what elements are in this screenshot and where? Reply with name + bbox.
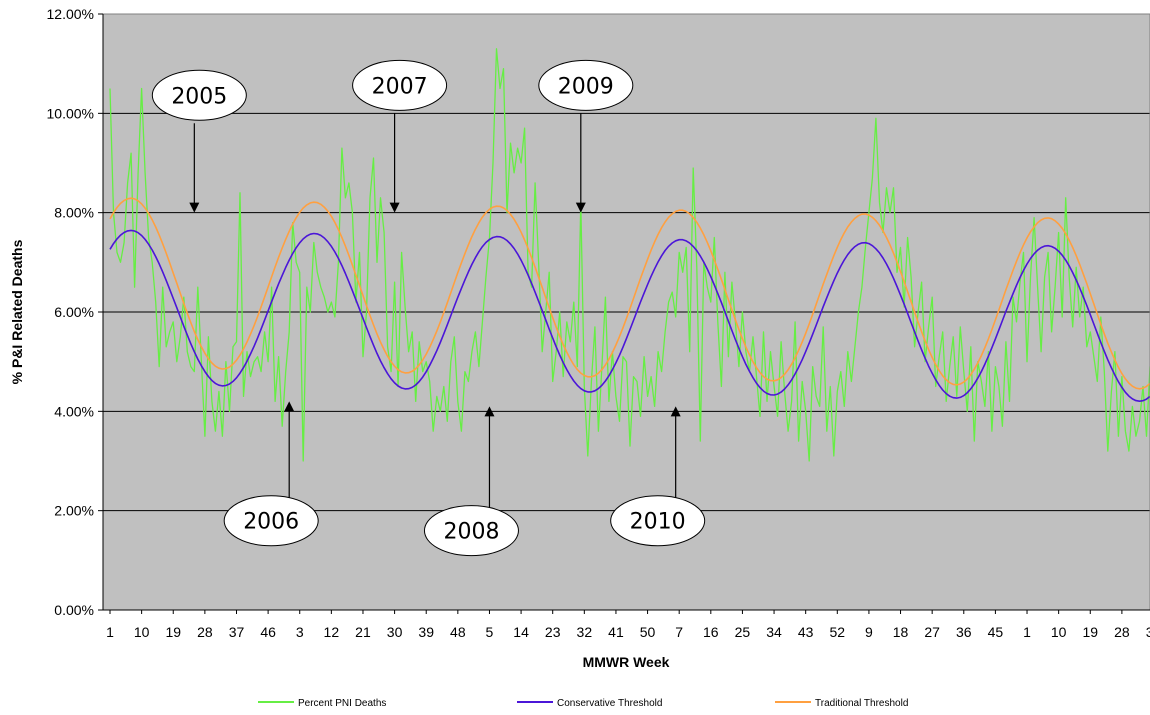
x-tick-label: 7 xyxy=(675,624,683,640)
y-tick-label: 4.00% xyxy=(54,403,94,419)
x-tick-label: 50 xyxy=(640,624,656,640)
series-line-percent-pni-deaths xyxy=(109,48,1150,462)
callout-label: 2010 xyxy=(630,510,686,535)
x-tick-label: 12 xyxy=(324,624,340,640)
x-tick-label: 23 xyxy=(545,624,561,640)
callout-arrowhead xyxy=(284,401,295,412)
y-tick-label: 6.00% xyxy=(54,304,94,320)
x-tick-label: 25 xyxy=(735,624,751,640)
callout-label: 2005 xyxy=(171,84,227,109)
legend-label: Conservative Threshold xyxy=(557,698,662,709)
x-tick-label: 48 xyxy=(450,624,466,640)
callout-arrowhead xyxy=(670,406,681,417)
x-tick-label: 19 xyxy=(165,624,181,640)
axes: 0.00% 2.00% 4.00% 6.00% 8.00% 10.00% 12.00% 1 10… xyxy=(47,6,1150,640)
x-tick-label: 32 xyxy=(577,624,593,640)
legend-item: Traditional Threshold xyxy=(775,698,908,709)
legend-label: Percent PNI Deaths xyxy=(298,698,386,709)
x-tick-label: 16 xyxy=(703,624,719,640)
callout-label: 2008 xyxy=(443,520,499,545)
callout-label: 2009 xyxy=(558,74,614,99)
y-tick-label: 8.00% xyxy=(54,205,94,221)
series-line-traditional-threshold xyxy=(109,197,1150,390)
x-tick-label: 5 xyxy=(486,624,494,640)
series-line-conservative-threshold xyxy=(109,229,1150,403)
x-tick-label: 21 xyxy=(355,624,371,640)
x-tick-label: 30 xyxy=(387,624,403,640)
y-axis-title: % P&I Related Deaths xyxy=(9,239,25,384)
x-tick-label: 3 xyxy=(296,624,304,640)
callout-2006: 2006 xyxy=(223,401,319,547)
annotations: 2005 2006 2007 2008 2009 2010 xyxy=(151,59,706,557)
x-tick-label: 52 xyxy=(830,624,846,640)
callout-bubble xyxy=(610,495,706,547)
callout-bubble xyxy=(423,505,519,557)
callout-2005: 2005 xyxy=(151,69,247,213)
callout-2008: 2008 xyxy=(423,406,519,557)
legend-label: Traditional Threshold xyxy=(815,698,908,709)
x-tick-label: 39 xyxy=(418,624,434,640)
callout-label: 2007 xyxy=(372,74,428,99)
x-tick-label: 41 xyxy=(608,624,624,640)
y-tick-label: 0.00% xyxy=(54,602,94,618)
callout-arrowhead xyxy=(575,202,586,213)
x-tick-label: 18 xyxy=(893,624,909,640)
callout-bubble xyxy=(352,59,448,111)
x-tick-label: 1 xyxy=(1023,624,1031,640)
legend-item: Percent PNI Deaths xyxy=(258,698,386,709)
x-tick-label: 9 xyxy=(865,624,873,640)
y-tick-label: 12.00% xyxy=(47,6,94,22)
legend: Percent PNI Deaths Conservative Threshold… xyxy=(258,698,908,709)
x-tick-label: 10 xyxy=(134,624,150,640)
callout-bubble xyxy=(223,495,319,547)
x-axis-title: MMWR Week xyxy=(583,654,670,670)
x-tick-label: 45 xyxy=(988,624,1004,640)
x-tick-label: 43 xyxy=(798,624,814,640)
legend-item: Conservative Threshold xyxy=(517,698,662,709)
y-tick-label: 10.00% xyxy=(47,105,94,121)
callout-bubble xyxy=(538,59,634,111)
callout-arrowhead xyxy=(389,202,400,213)
x-tick-label: 34 xyxy=(766,624,782,640)
x-tick-label: 14 xyxy=(513,624,529,640)
x-tick-label: 10 xyxy=(1051,624,1067,640)
x-tick-label: 19 xyxy=(1082,624,1098,640)
callout-label: 2006 xyxy=(243,510,299,535)
series-layer xyxy=(109,48,1150,462)
callout-2009: 2009 xyxy=(538,59,634,213)
x-tick-label: 1 xyxy=(106,624,114,640)
x-tick-label: 37 xyxy=(1146,624,1150,640)
callout-arrowhead xyxy=(189,202,200,213)
x-tick-label: 28 xyxy=(197,624,213,640)
x-tick-label: 27 xyxy=(924,624,940,640)
callout-arrowhead xyxy=(484,406,495,417)
x-tick-label: 36 xyxy=(956,624,972,640)
callout-2007: 2007 xyxy=(352,59,448,213)
y-tick-label: 2.00% xyxy=(54,503,94,519)
x-tick-label: 46 xyxy=(260,624,276,640)
callout-2010: 2010 xyxy=(610,406,706,547)
x-tick-label: 37 xyxy=(229,624,245,640)
callout-bubble xyxy=(151,69,247,121)
x-tick-label: 28 xyxy=(1114,624,1130,640)
